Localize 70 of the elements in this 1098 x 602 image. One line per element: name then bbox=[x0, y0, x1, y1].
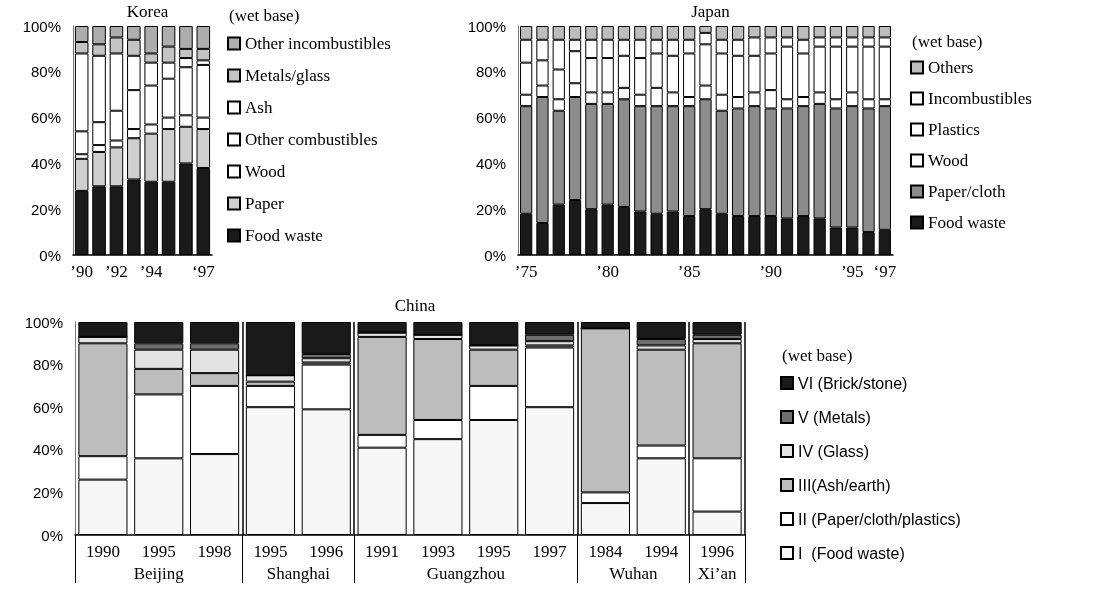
text: Xi’an bbox=[697, 564, 737, 583]
y-tick-label: 60% bbox=[30, 109, 61, 127]
x-tick-label: 1997 bbox=[532, 542, 568, 561]
chart-title: Korea bbox=[126, 2, 169, 21]
legend-label: Paper bbox=[245, 194, 285, 213]
x-tick-label: 1994 bbox=[644, 542, 679, 561]
y-tick-label: 20% bbox=[32, 483, 63, 501]
y-tick-label: 60% bbox=[32, 398, 63, 416]
legend-label: Food waste bbox=[245, 226, 323, 245]
y-tick-label: 20% bbox=[30, 200, 61, 218]
chart-title: Japan bbox=[691, 2, 731, 21]
legend-label: V (Metals) bbox=[798, 408, 871, 426]
y-tick-label: 40% bbox=[475, 154, 506, 172]
legend-label: Ash bbox=[245, 98, 273, 117]
y-tick-label: 60% bbox=[475, 109, 506, 127]
y-tick-label: 80% bbox=[475, 63, 506, 81]
x-tick-label: 1991 bbox=[365, 542, 400, 561]
y-tick-label: 100% bbox=[467, 17, 506, 35]
x-tick-label: 1995 bbox=[476, 542, 511, 561]
x-tick-label: ’85 bbox=[677, 262, 701, 281]
x-tick-label: ’90 bbox=[759, 262, 783, 281]
legend-title: (wet base) bbox=[912, 32, 983, 51]
legend-label: Wood bbox=[245, 162, 286, 181]
x-tick-label: ’94 bbox=[139, 262, 164, 281]
x-tick-label: 1993 bbox=[420, 542, 455, 561]
x-tick-label: ‘97 bbox=[191, 262, 216, 281]
x-tick-label: 1990 bbox=[85, 542, 120, 561]
x-tick-label: 1984 bbox=[588, 542, 623, 561]
y-tick-label: 40% bbox=[30, 154, 61, 172]
y-tick-label: 0% bbox=[41, 526, 63, 544]
x-tick-label: ’80 bbox=[596, 262, 620, 281]
x-tick-label: ’92 bbox=[105, 262, 128, 281]
legend-label: Other incombustibles bbox=[245, 34, 391, 53]
x-tick-label: 1996 bbox=[309, 542, 344, 561]
legend-label: Others bbox=[928, 58, 974, 77]
legend-label: II (Paper/cloth/plastics) bbox=[798, 510, 961, 528]
legend-title: (wet base) bbox=[782, 346, 853, 365]
y-tick-label: 80% bbox=[30, 63, 61, 81]
text: Shanghai bbox=[266, 564, 331, 583]
legend-label: Metals/glass bbox=[245, 66, 330, 85]
x-tick-label: ’95 bbox=[840, 262, 864, 281]
legend-label: III(Ash/earth) bbox=[798, 476, 891, 494]
chart-title: China bbox=[394, 296, 436, 315]
text: Beijing bbox=[133, 564, 185, 583]
y-tick-label: 100% bbox=[22, 17, 61, 35]
legend-label: Paper/cloth bbox=[928, 182, 1006, 201]
legend-label: Other combustibles bbox=[245, 130, 378, 149]
legend-label: Incombustibles bbox=[928, 89, 1032, 108]
legend-label: Wood bbox=[928, 151, 969, 170]
text: Wuhan bbox=[609, 564, 659, 583]
text: Guangzhou bbox=[426, 564, 506, 583]
x-tick-label: 1995 bbox=[253, 542, 288, 561]
y-tick-label: 100% bbox=[24, 313, 63, 331]
y-tick-label: 40% bbox=[32, 441, 63, 459]
x-tick-label: 1996 bbox=[700, 542, 735, 561]
legend-label: IV (Glass) bbox=[798, 442, 870, 460]
y-tick-label: 0% bbox=[484, 246, 506, 264]
y-tick-label: 0% bbox=[39, 246, 61, 264]
x-tick-label: 1998 bbox=[197, 542, 232, 561]
legend-label: Food waste bbox=[928, 213, 1006, 232]
x-tick-label: ’75 bbox=[514, 262, 538, 281]
legend-label: Plastics bbox=[928, 120, 980, 139]
y-tick-label: 80% bbox=[32, 356, 63, 374]
x-tick-label: 1995 bbox=[141, 542, 176, 561]
legend-label: I (Food waste) bbox=[798, 544, 905, 562]
x-tick-label: ’90 bbox=[70, 262, 94, 281]
legend-label: VI (Brick/stone) bbox=[798, 374, 908, 392]
y-tick-label: 20% bbox=[475, 200, 506, 218]
legend-title: (wet base) bbox=[229, 6, 300, 25]
x-tick-label: ‘97 bbox=[873, 262, 897, 281]
